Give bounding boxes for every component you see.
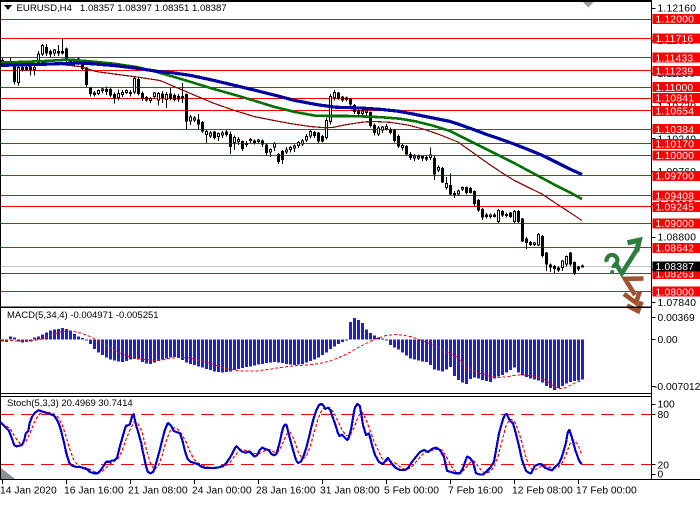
svg-text:1.09000: 1.09000 [656, 219, 695, 230]
svg-text:31 Jan 08:00: 31 Jan 08:00 [320, 486, 380, 497]
svg-text:14 Jan 2020: 14 Jan 2020 [0, 486, 57, 497]
svg-text:5 Feb 00:00: 5 Feb 00:00 [384, 486, 439, 497]
svg-text:1.09245: 1.09245 [656, 202, 695, 213]
svg-text:0: 0 [658, 469, 664, 480]
svg-text:EURUSD,H4 1.08357 1.08397 1.: EURUSD,H4 1.08357 1.08397 1.08351 1.0838… [17, 3, 227, 14]
svg-text:16 Jan 16:00: 16 Jan 16:00 [64, 486, 124, 497]
svg-text:1.11239: 1.11239 [656, 67, 694, 78]
svg-text:28 Jan 16:00: 28 Jan 16:00 [256, 486, 316, 497]
svg-text:1.10170: 1.10170 [656, 139, 695, 150]
svg-text:0.00369: 0.00369 [658, 313, 695, 324]
svg-text:21 Jan 08:00: 21 Jan 08:00 [128, 486, 188, 497]
svg-text:1.09408: 1.09408 [656, 191, 695, 202]
svg-text:-0.007012: -0.007012 [654, 382, 700, 393]
svg-text:1.11433: 1.11433 [656, 53, 694, 64]
svg-text:1.12160: 1.12160 [658, 4, 697, 15]
svg-text:1.08000: 1.08000 [656, 287, 695, 298]
svg-text:12 Feb 08:00: 12 Feb 08:00 [512, 486, 573, 497]
svg-text:1.11000: 1.11000 [656, 83, 694, 94]
svg-text:0.00: 0.00 [658, 335, 678, 346]
svg-text:100: 100 [658, 399, 675, 410]
svg-text:Stoch(5,3,3) 20.4969 30.7414: Stoch(5,3,3) 20.4969 30.7414 [7, 398, 133, 409]
svg-text:1.08642: 1.08642 [656, 244, 695, 255]
svg-text:80: 80 [658, 410, 670, 421]
svg-text:1.09700: 1.09700 [656, 171, 695, 182]
svg-text:1.10654: 1.10654 [656, 106, 695, 117]
svg-text:1.10384: 1.10384 [656, 125, 695, 136]
svg-text:24 Jan 00:00: 24 Jan 00:00 [192, 486, 252, 497]
svg-text:1.08800: 1.08800 [658, 233, 697, 244]
svg-text:MACD(5,34,4) -0.004971 -0.0052: MACD(5,34,4) -0.004971 -0.005251 [7, 310, 159, 321]
svg-text:1.10841: 1.10841 [656, 94, 695, 105]
svg-text:7 Feb 16:00: 7 Feb 16:00 [448, 486, 503, 497]
svg-text:1.10000: 1.10000 [656, 151, 695, 162]
svg-text:1.08387: 1.08387 [656, 262, 695, 273]
svg-text:17 Feb 00:00: 17 Feb 00:00 [576, 486, 637, 497]
svg-text:1.11716: 1.11716 [656, 34, 694, 45]
svg-text:1.07840: 1.07840 [658, 298, 697, 309]
svg-text:1.12000: 1.12000 [656, 15, 695, 26]
